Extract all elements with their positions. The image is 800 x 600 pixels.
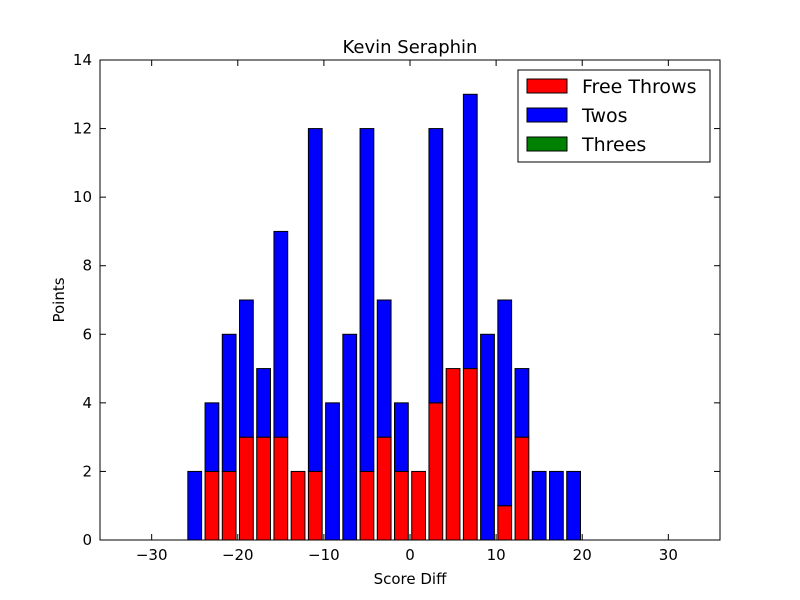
legend-swatch-twos <box>526 107 568 123</box>
bar-free-throws <box>239 436 254 541</box>
bar-free-throws <box>204 470 220 541</box>
legend-swatch-threes <box>526 136 568 152</box>
bar-twos <box>204 402 220 472</box>
bar-free-throws <box>445 368 461 541</box>
legend: Free Throws Twos Threes <box>517 69 711 163</box>
y-tick-label: 0 <box>82 531 92 549</box>
bar-free-throws <box>411 470 427 541</box>
bar-twos <box>359 128 375 472</box>
bar-free-throws <box>428 402 444 541</box>
bar-free-throws <box>462 368 478 541</box>
bar-free-throws <box>497 505 513 541</box>
bar-free-throws <box>359 470 375 541</box>
y-tick-label: 8 <box>82 257 92 275</box>
y-axis-label: Points <box>50 277 68 322</box>
bar-twos <box>307 128 323 472</box>
y-tick-label: 6 <box>82 325 92 343</box>
bar-twos <box>480 333 495 541</box>
bar-twos <box>187 470 203 541</box>
x-tick-label: −10 <box>308 546 340 564</box>
bar-free-throws <box>376 436 392 541</box>
bar-twos <box>514 368 530 438</box>
bar-twos <box>497 299 513 507</box>
x-axis-label: Score Diff <box>374 570 447 588</box>
bar-twos <box>428 128 444 404</box>
x-tick-label: 10 <box>487 546 506 564</box>
bar-free-throws <box>307 470 323 541</box>
bar-twos <box>239 299 254 438</box>
x-tick-label: −30 <box>136 546 168 564</box>
bar-free-throws <box>273 436 289 541</box>
x-tick-label: 0 <box>405 546 415 564</box>
bar-twos <box>325 402 340 541</box>
bar-free-throws <box>514 436 530 541</box>
y-tick-label: 4 <box>82 394 92 412</box>
bar-twos <box>549 470 564 541</box>
bar-free-throws <box>221 470 237 541</box>
legend-label-threes: Threes <box>581 134 646 156</box>
y-tick-label: 12 <box>73 120 92 138</box>
x-tick-label: −20 <box>222 546 254 564</box>
legend-label-twos: Twos <box>581 105 628 127</box>
bar-twos <box>221 333 237 472</box>
bar-twos <box>273 230 289 438</box>
legend-swatch-free-throws <box>526 78 568 94</box>
bar-twos <box>376 299 392 438</box>
bar-twos <box>462 93 478 370</box>
x-tick-label: 30 <box>659 546 678 564</box>
bar-free-throws <box>256 436 272 541</box>
y-tick-label: 14 <box>73 51 92 69</box>
y-tick-label: 10 <box>73 188 92 206</box>
bar-twos <box>394 402 409 472</box>
x-tick-label: 20 <box>573 546 592 564</box>
chart-title: Kevin Seraphin <box>343 37 478 58</box>
bar-twos <box>256 368 272 438</box>
legend-label-free-throws: Free Throws <box>582 76 696 98</box>
plot-area: −30 −20 −10 0 10 20 30 0 2 4 6 8 10 12 14 <box>73 51 721 564</box>
bar-twos <box>566 470 582 541</box>
bar-twos <box>342 333 358 541</box>
y-tick-label: 2 <box>82 462 92 480</box>
bar-free-throws <box>290 470 306 541</box>
bar-twos <box>531 470 547 541</box>
bar-free-throws <box>394 470 409 541</box>
